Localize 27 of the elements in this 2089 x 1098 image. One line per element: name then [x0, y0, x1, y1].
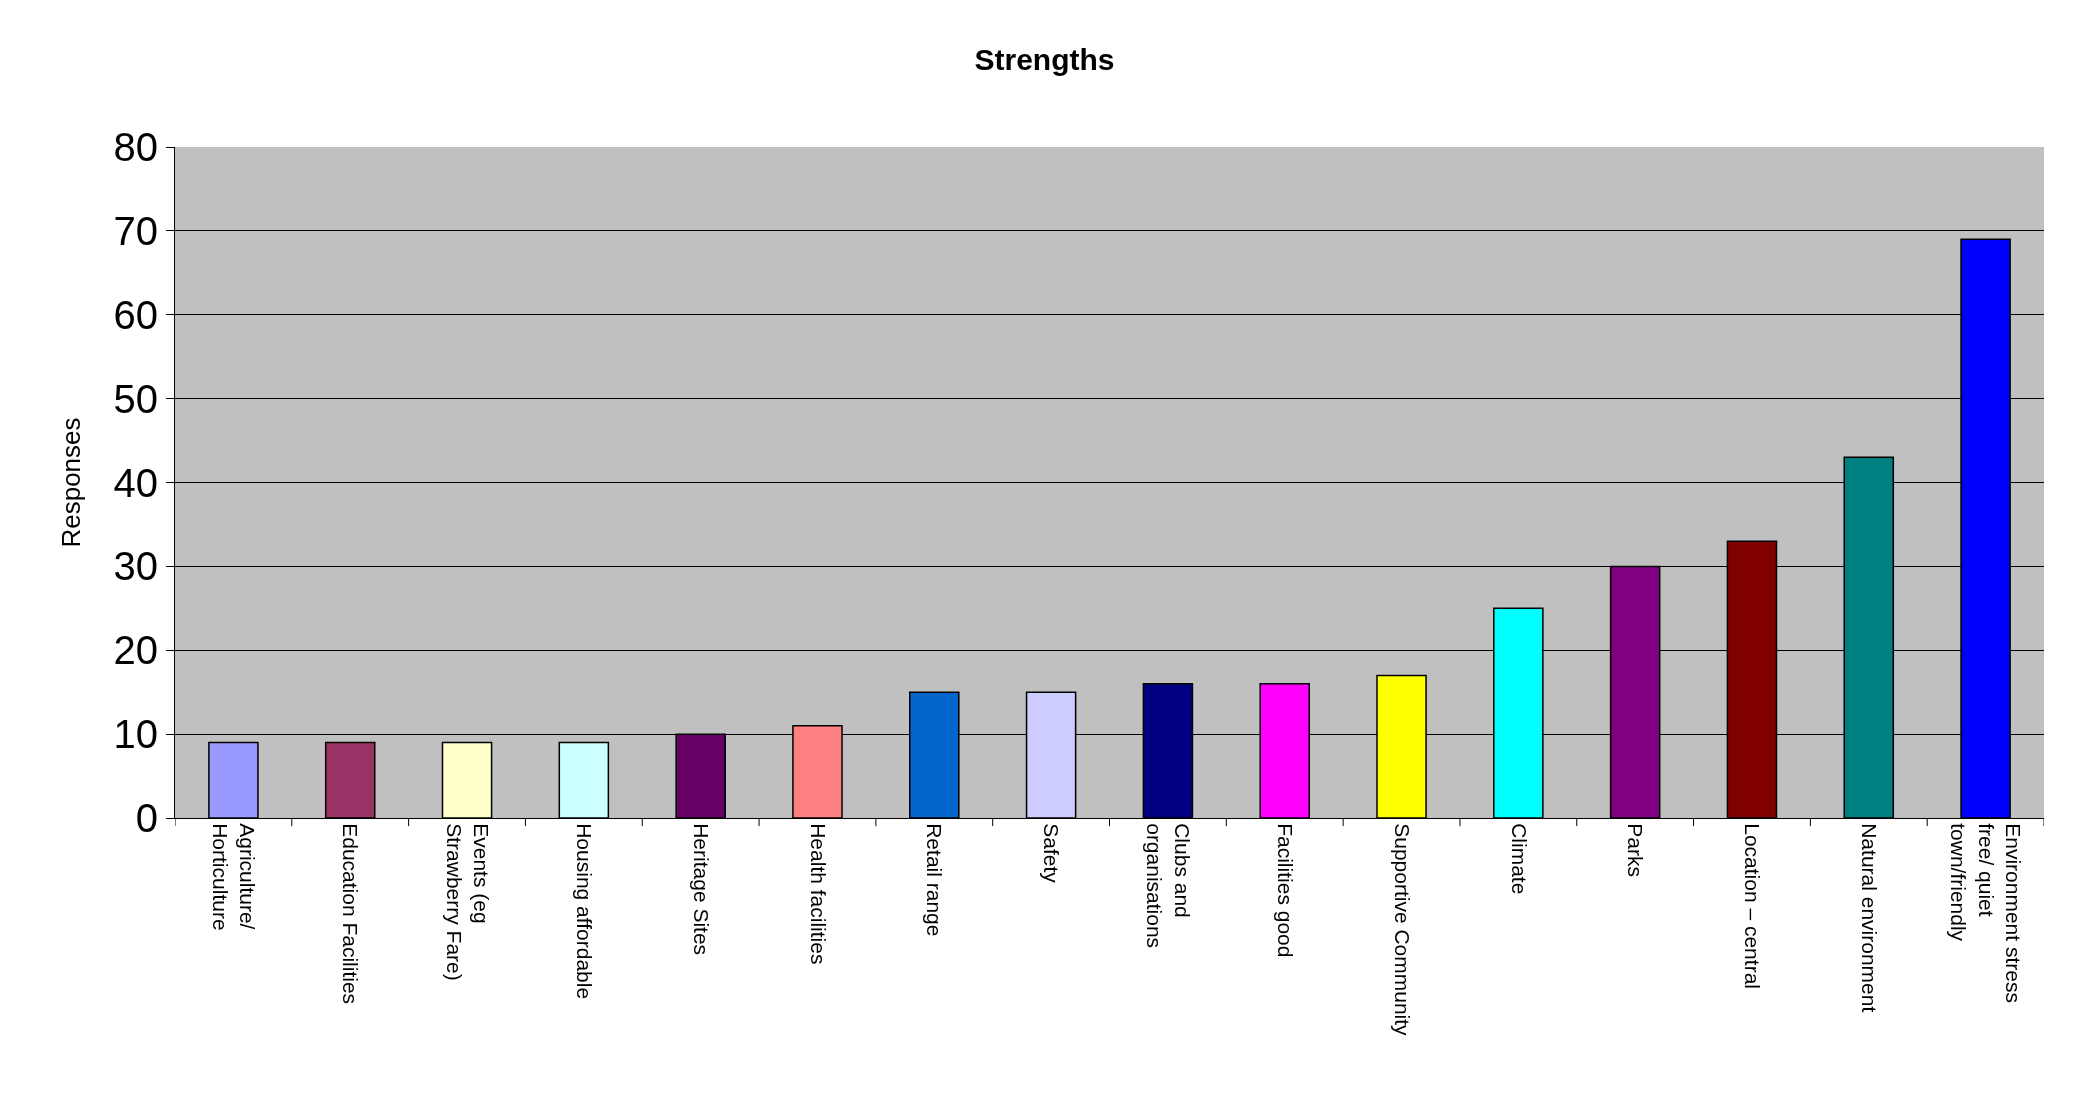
x-tick-label: Events (eg Strawberry Fare) — [442, 823, 493, 981]
x-tick-label: Education Facilities — [339, 823, 363, 1005]
x-tick-label: Retail range — [923, 823, 947, 937]
y-tick-label: 50 — [113, 376, 158, 421]
y-tick-label: 80 — [113, 125, 158, 169]
y-tick-label: 40 — [113, 460, 158, 505]
x-tick-label: Facilities good — [1273, 823, 1297, 958]
x-tick-label: Environment stress free/ quiet town/friendly — [1947, 823, 2026, 1003]
chart-title: Strengths — [974, 43, 1115, 77]
x-tick-label: Clubs and organisations — [1143, 823, 1194, 949]
x-tick-label: Natural environment — [1857, 823, 1881, 1013]
x-tick-label: Parks — [1624, 823, 1648, 877]
x-tick-label: Location – central — [1741, 823, 1765, 989]
y-tick-label: 70 — [113, 208, 158, 253]
x-tick-label: Housing affordable — [573, 823, 597, 1000]
y-tick-label: 20 — [113, 628, 158, 673]
y-tick-label: 60 — [113, 292, 158, 337]
y-tick-label: 30 — [113, 544, 158, 589]
y-tick-label: 0 — [135, 796, 158, 840]
x-tick-label: Safety — [1040, 823, 1064, 884]
x-tick-label: Agriculture/ Horticulture — [208, 823, 260, 931]
y-axis-title: Responses — [55, 417, 86, 548]
x-tick-label: Heritage Sites — [689, 823, 713, 956]
y-tick-label: 10 — [113, 712, 158, 757]
x-tick-label: Climate — [1507, 823, 1531, 895]
x-tick-label: Supportive Community — [1390, 823, 1414, 1037]
x-tick-label: Health facilities — [806, 823, 830, 965]
